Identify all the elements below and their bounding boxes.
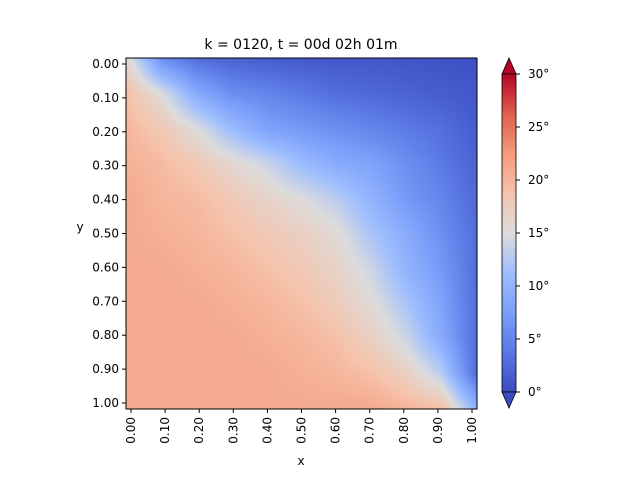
y-tick-label: 0.60 (92, 260, 119, 274)
y-tick-label: 0.70 (92, 294, 119, 308)
colorbar: 0° 5° 10° 15° 20° 25° 30° (501, 57, 549, 409)
temperature-field (126, 58, 477, 409)
y-tick-label: 0.30 (92, 159, 119, 173)
x-tick-label: 1.00 (465, 417, 479, 444)
x-tick-label: 0.60 (329, 417, 343, 444)
y-tick-label: 0.10 (92, 91, 119, 105)
colorbar-tick-label: 20° (528, 173, 549, 187)
y-tick-label: 0.20 (92, 125, 119, 139)
x-tick-label: 0.80 (397, 417, 411, 444)
chart-title: k = 0120, t = 00d 02h 01m (204, 37, 397, 53)
plot-area (125, 57, 478, 410)
x-tick-label: 0.10 (158, 417, 172, 444)
x-tick-label: 0.90 (431, 417, 445, 444)
colorbar-tick-label: 30° (528, 67, 549, 81)
colorbar-tick-label: 15° (528, 226, 549, 240)
y-tick-label: 0.40 (92, 193, 119, 207)
y-axis: 0.00 0.10 0.20 0.30 0.40 0.50 0.60 0.70 0.80 0.90… (92, 57, 126, 410)
x-tick-label: 0.40 (260, 417, 274, 444)
colorbar-tick-label: 0° (528, 385, 542, 399)
x-tick-label: 0.50 (295, 417, 309, 444)
y-tick-label: 0.90 (92, 362, 119, 376)
colorbar-gradient (501, 73, 517, 393)
y-tick-label: 1.00 (92, 396, 119, 410)
y-tick-label: 0.80 (92, 328, 119, 342)
x-axis-label: x (297, 454, 304, 468)
colorbar-tick-label: 25° (528, 120, 549, 134)
y-tick-label: 0.00 (92, 57, 119, 71)
colorbar-extend-max (501, 57, 517, 75)
x-tick-label: 0.30 (226, 417, 240, 444)
x-tick-label: 0.00 (124, 417, 138, 444)
colorbar-tick-label: 5° (528, 332, 542, 346)
x-tick-label: 0.70 (363, 417, 377, 444)
colorbar-extend-min (501, 391, 517, 409)
colorbar-ticks: 0° 5° 10° 15° 20° 25° 30° (516, 67, 549, 399)
x-tick-label: 0.20 (192, 417, 206, 444)
x-axis: 0.00 0.10 0.20 0.30 0.40 0.50 0.60 0.70 0.80 0.90… (124, 409, 479, 444)
y-tick-label: 0.50 (92, 227, 119, 241)
colorbar-tick-label: 10° (528, 279, 549, 293)
y-axis-label: y (76, 220, 83, 234)
